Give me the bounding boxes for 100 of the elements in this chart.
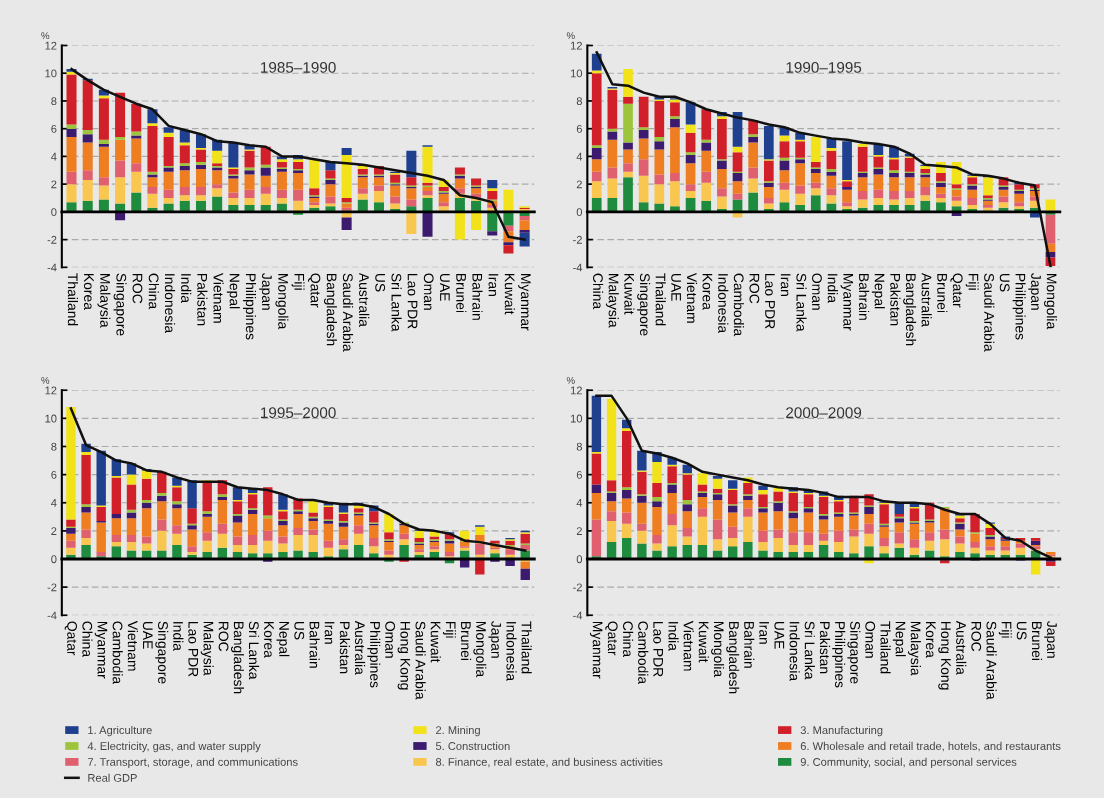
y-tick-label: -4 (47, 263, 57, 272)
y-tick-label: 12 (570, 386, 582, 395)
x-tick-label: US (999, 273, 1010, 292)
x-tick-label: Pakistan (819, 621, 831, 674)
x-tick-label: Saudi Arabia (984, 273, 995, 352)
legend-label: 5. Construction (435, 741, 510, 750)
x-tick-label: Nepal (892, 621, 906, 657)
x-tick-label: Sri Lanka (391, 273, 402, 332)
x-tick-label: Saudi Arabia (986, 621, 997, 700)
text: 1985–1990 (261, 61, 336, 73)
x-tick-label: Myanmar (589, 621, 603, 679)
x-tick-label: Bangladesh (231, 621, 244, 694)
x-tick-label: Oman (865, 621, 876, 658)
x-tick-label: China (592, 273, 604, 310)
x-tick-label: Kuwait (430, 621, 441, 663)
y-tick-label: -2 (573, 583, 582, 592)
x-tick-label: Philippines (243, 274, 257, 340)
x-tick-label: Korea (83, 274, 94, 310)
x-tick-label: Sri Lanka (804, 621, 815, 680)
x-tick-label: Iran (324, 622, 335, 644)
x-tick-label: Indonesia (718, 274, 729, 334)
y-tick-label: -2 (573, 235, 582, 244)
x-tick-label: UAE (142, 621, 153, 649)
x-tick-label: China (148, 273, 159, 310)
x-tick-label: Singapore (155, 621, 169, 684)
y-axis-title: % (566, 32, 575, 40)
y-tick-label: -4 (573, 263, 583, 272)
x-tick-label: Kuwait (698, 621, 709, 663)
y-tick-label: 10 (45, 414, 57, 423)
x-tick-label: Lao PDR (188, 621, 199, 677)
x-tick-label: Singapore (637, 273, 651, 336)
text: 1995–2000 (261, 407, 336, 419)
x-tick-label: Philippines (832, 621, 846, 688)
x-tick-label: Bahrain (472, 274, 483, 320)
y-tick-label: 8 (576, 97, 582, 106)
y-tick-label: 10 (570, 414, 583, 423)
x-tick-label: India (181, 274, 192, 303)
x-tick-label: Iran (780, 274, 791, 296)
x-tick-label: Qatar (605, 621, 618, 656)
y-tick-label: -4 (47, 611, 57, 620)
x-tick-label: Fiji (998, 621, 1012, 638)
x-tick-label: Japan (259, 273, 272, 310)
x-tick-label: Cambodia (638, 621, 649, 685)
x-tick-label: Malaysia (97, 274, 111, 328)
x-tick-label: Lao PDR (765, 274, 775, 329)
x-tick-label: Australia (354, 620, 366, 675)
x-tick-label: Korea (925, 621, 936, 658)
x-tick-label: Myanmar (94, 621, 108, 679)
x-tick-label: Qatar (950, 273, 963, 308)
y-tick-label: 8 (51, 97, 57, 106)
y-tick-label: -2 (47, 235, 57, 244)
y-tick-label: 10 (570, 69, 583, 78)
y-tick-label: 4 (576, 152, 583, 161)
x-tick-label: Bangladesh (903, 274, 917, 346)
x-tick-label: Australia (956, 620, 967, 675)
x-tick-label: Brunei (460, 621, 472, 661)
x-tick-label: Bahrain (309, 621, 320, 668)
x-tick-label: Kuwait (624, 274, 635, 315)
y-tick-label: 2 (576, 180, 582, 189)
x-tick-label: Brunei (937, 274, 948, 313)
x-tick-label: Sri Lanka (796, 273, 807, 332)
x-tick-label: Pakistan (890, 274, 901, 326)
x-tick-label: Myanmar (840, 274, 854, 331)
y-tick-label: 2 (51, 527, 57, 535)
legend-label: 4. Electricity, gas, and water supply (87, 741, 261, 753)
x-tick-label: Saudi Arabia (342, 273, 354, 352)
x-tick-label: Pakistan (197, 274, 208, 326)
x-tick-label: Fiji (291, 274, 305, 290)
x-tick-label: Qatar (308, 273, 321, 308)
x-tick-label: Oman (385, 621, 396, 658)
y-tick-label: 4 (51, 499, 57, 507)
x-tick-label: Bahrain (744, 621, 755, 668)
x-tick-label: Lao PDR (407, 274, 418, 329)
x-tick-label: Bangladesh (726, 621, 740, 694)
legend-label: 6. Wholesale and retail trade, hotels, and restaurants (800, 741, 1061, 752)
x-tick-label: Japan (488, 621, 501, 658)
x-tick-label: Oman (812, 273, 822, 310)
text: 1990–1995 (786, 61, 862, 73)
y-tick-label: 0 (576, 208, 583, 216)
legend-label: 8. Finance, real estate, and business activities (435, 757, 663, 768)
y-tick-label: 6 (576, 124, 582, 133)
x-tick-label: Vietnam (686, 272, 698, 323)
y-tick-label: 0 (51, 555, 57, 564)
y-tick-label: -2 (47, 583, 57, 592)
legend-label: Real GDP (88, 773, 137, 782)
x-tick-label: Singapore (113, 273, 127, 336)
y-tick-label: -4 (573, 611, 583, 620)
x-tick-label: US (375, 273, 386, 292)
y-tick-label: 6 (51, 470, 57, 479)
x-tick-label: Australia (921, 272, 932, 327)
x-tick-label: Cambodia (112, 621, 123, 685)
x-tick-label: Japan (1044, 621, 1057, 658)
y-tick-label: 6 (576, 470, 582, 479)
x-tick-label: Malaysia (907, 621, 921, 676)
x-tick-label: ROC (749, 274, 760, 304)
x-tick-label: Kuwait (504, 274, 515, 315)
y-tick-label: 12 (570, 41, 582, 50)
y-tick-label: 0 (576, 555, 583, 564)
x-tick-label: Bangladesh (323, 274, 337, 346)
x-tick-label: China (622, 621, 634, 658)
